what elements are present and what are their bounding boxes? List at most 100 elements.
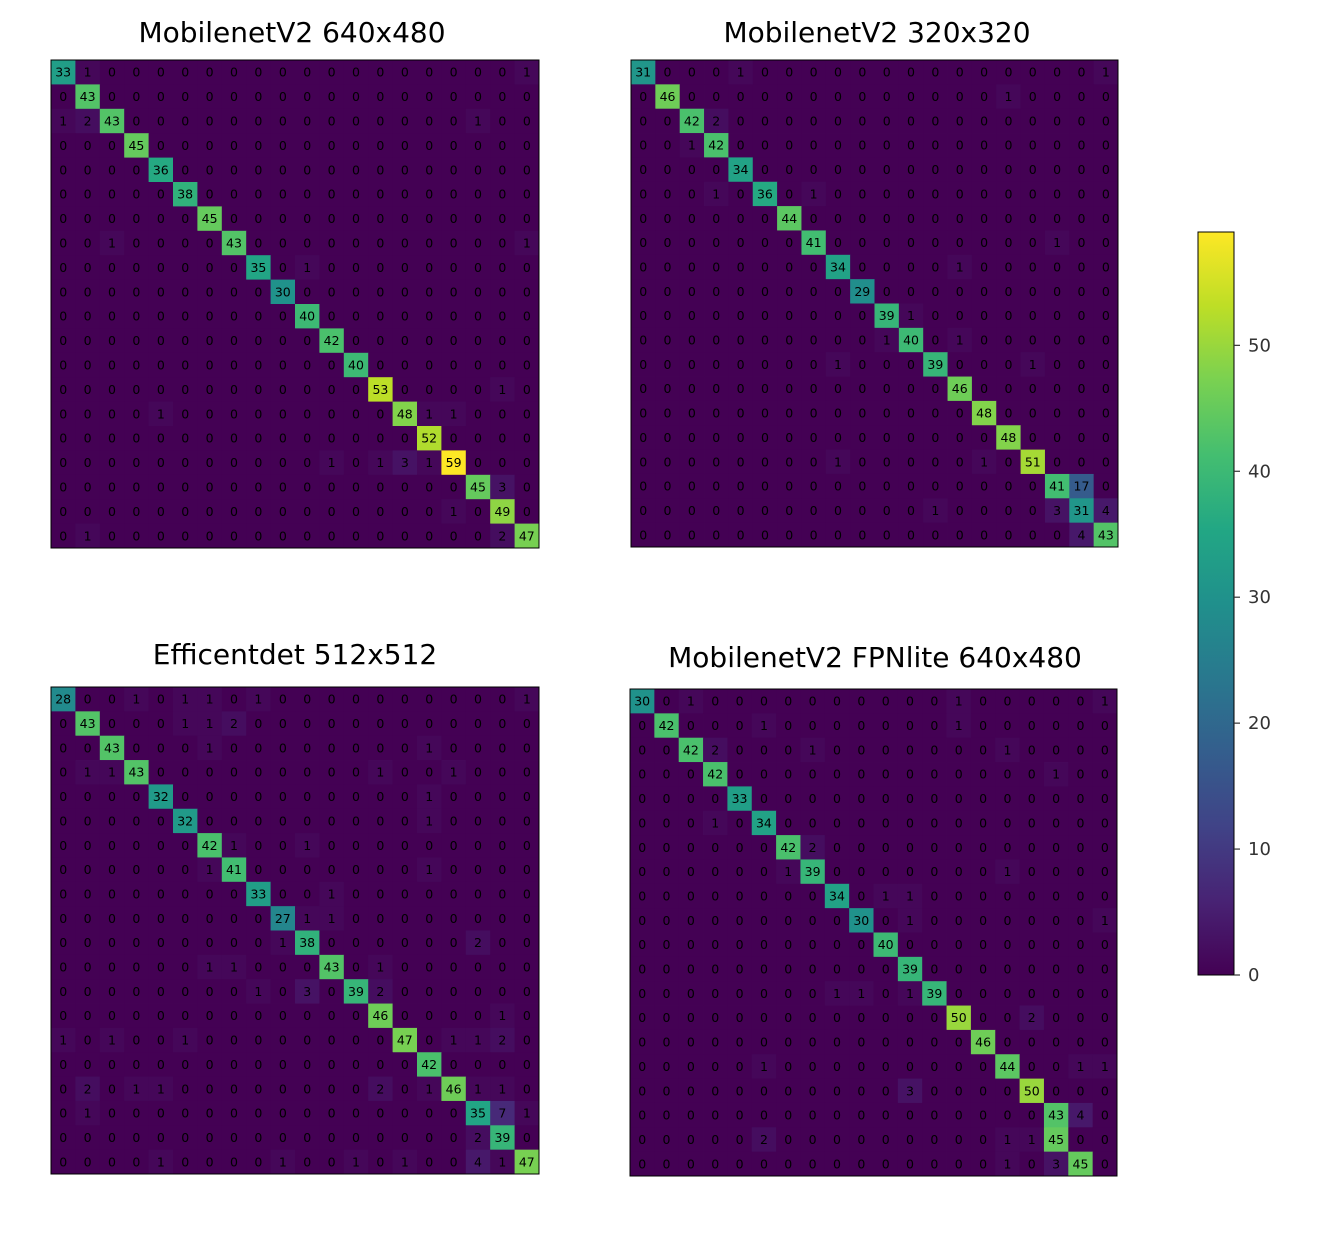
cell-value-label: 46 (446, 1081, 462, 1096)
heatmap-cell (246, 182, 271, 207)
cell-value-label: 1 (906, 913, 914, 928)
cell-value-label: 0 (1101, 1156, 1109, 1171)
cell-value-label: 0 (59, 886, 67, 901)
cell-value-label: 0 (882, 986, 890, 1001)
heatmap-cell (392, 133, 418, 158)
cell-value-label: 0 (254, 187, 262, 202)
cell-value-label: 0 (303, 765, 311, 780)
heatmap-cell (270, 401, 296, 427)
cell-value-label: 0 (425, 765, 433, 780)
cell-value-label: 0 (737, 89, 745, 104)
cell-value-label: 0 (279, 236, 287, 251)
cell-value-label: 0 (711, 1059, 719, 1074)
cell-value-label: 0 (132, 935, 140, 950)
cell-value-label: 1 (230, 838, 238, 853)
cell-value-label: 0 (711, 1108, 719, 1123)
cell-value-label: 0 (687, 791, 695, 806)
cell-value-label: 0 (785, 235, 793, 250)
cell-value-label: 0 (279, 406, 287, 421)
heatmap-cell (51, 279, 76, 305)
heatmap-cell (319, 450, 345, 476)
cell-value-label: 0 (760, 888, 768, 903)
heatmap-cell (392, 60, 418, 85)
cell-value-label: 0 (523, 935, 531, 950)
cell-value-label: 0 (1028, 742, 1036, 757)
heatmap-cell (246, 450, 271, 476)
heatmap-cell (173, 304, 198, 329)
cell-value-label: 0 (857, 864, 865, 879)
cell-value-label: 0 (328, 528, 336, 543)
cell-value-label: 0 (711, 888, 719, 903)
cell-value-label: 0 (303, 886, 311, 901)
cell-value-label: 0 (328, 1130, 336, 1145)
heatmap-cell (246, 304, 271, 329)
cell-value-label: 0 (712, 235, 720, 250)
cell-value-label: 0 (857, 767, 865, 782)
cell-value-label: 0 (761, 259, 769, 274)
heatmap-cell (417, 133, 442, 158)
cell-value-label: 0 (1028, 937, 1036, 952)
cell-value-label: 0 (498, 740, 506, 755)
cell-value-label: 46 (975, 1035, 991, 1050)
cell-value-label: 42 (708, 138, 724, 153)
cell-value-label: 0 (1029, 381, 1037, 396)
cell-value-label: 0 (809, 986, 817, 1001)
cell-value-label: 0 (132, 1130, 140, 1145)
heatmap-cell (490, 206, 515, 232)
cell-value-label: 0 (474, 911, 482, 926)
heatmap-cell (1020, 157, 1046, 183)
heatmap-cell (295, 133, 320, 158)
cell-value-label: 0 (425, 504, 433, 519)
cell-value-label: 0 (303, 1057, 311, 1072)
cell-value-label: 0 (955, 742, 963, 757)
cell-value-label: 0 (809, 1083, 817, 1098)
cell-value-label: 0 (303, 114, 311, 129)
cell-value-label: 1 (450, 765, 458, 780)
cell-value-label: 0 (523, 886, 531, 901)
cell-value-label: 0 (328, 358, 336, 373)
heatmap-cell (197, 474, 223, 500)
cell-value-label: 0 (328, 789, 336, 804)
cell-value-label: 36 (153, 162, 169, 177)
cell-value-label: 0 (108, 382, 116, 397)
cell-value-label: 0 (784, 791, 792, 806)
heatmap-cell (197, 60, 223, 85)
cell-value-label: 0 (784, 913, 792, 928)
cell-value-label: 0 (230, 1081, 238, 1096)
cell-value-label: 0 (639, 138, 647, 153)
cell-value-label: 0 (1076, 791, 1084, 806)
cell-value-label: 0 (157, 455, 165, 470)
heatmap-cell (392, 182, 418, 207)
heatmap-cell (51, 230, 76, 256)
cell-value-label: 0 (523, 455, 531, 470)
cell-value-label: 0 (132, 984, 140, 999)
cell-value-label: 0 (498, 789, 506, 804)
cell-value-label: 0 (328, 1081, 336, 1096)
cell-value-label: 1 (498, 1008, 506, 1023)
cell-value-label: 0 (784, 718, 792, 733)
cell-value-label: 0 (809, 913, 817, 928)
cell-value-label: 0 (882, 913, 890, 928)
cell-value-label: 0 (328, 236, 336, 251)
cell-value-label: 1 (108, 1033, 116, 1048)
cell-value-label: 0 (132, 1008, 140, 1023)
cell-value-label: 0 (979, 1083, 987, 1098)
cell-value-label: 0 (688, 430, 696, 445)
heatmap-cell (368, 182, 393, 207)
cell-value-label: 0 (498, 138, 506, 153)
heatmap-cell (898, 108, 924, 134)
cell-value-label: 0 (108, 1008, 116, 1023)
heatmap-cell (343, 157, 369, 183)
cell-value-label: 0 (1101, 1083, 1109, 1098)
cell-value-label: 0 (1053, 430, 1061, 445)
cell-value-label: 0 (688, 333, 696, 348)
heatmap-cell (270, 60, 296, 85)
cell-value-label: 1 (254, 984, 262, 999)
cell-value-label: 0 (663, 1132, 671, 1147)
cell-value-label: 0 (1028, 718, 1036, 733)
cell-value-label: 0 (132, 382, 140, 397)
cell-value-label: 0 (352, 187, 360, 202)
cell-value-label: 0 (761, 113, 769, 128)
heatmap-cell (514, 230, 540, 256)
